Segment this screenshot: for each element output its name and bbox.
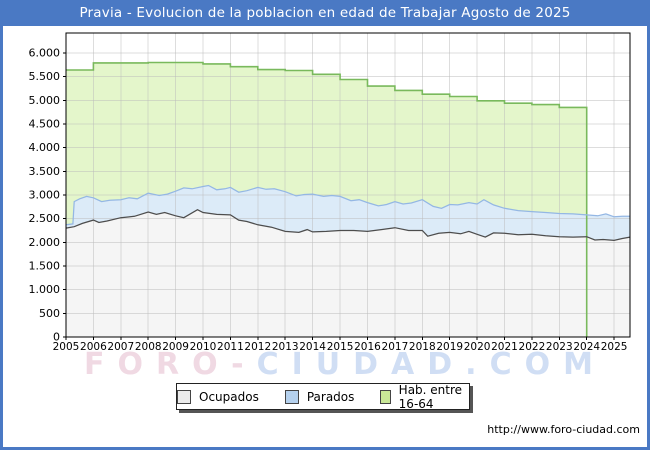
chart-legend: Ocupados Parados Hab. entre 16-64 bbox=[176, 383, 470, 411]
svg-text:2013: 2013 bbox=[272, 341, 299, 353]
svg-text:5.500: 5.500 bbox=[29, 70, 61, 83]
svg-text:4.000: 4.000 bbox=[29, 141, 61, 154]
svg-text:0: 0 bbox=[53, 331, 60, 344]
svg-text:2.000: 2.000 bbox=[29, 236, 61, 249]
svg-text:4.500: 4.500 bbox=[29, 118, 61, 131]
svg-text:2020: 2020 bbox=[464, 341, 491, 353]
legend-item-hab-16-64: Hab. entre 16-64 bbox=[380, 383, 469, 411]
svg-text:2015: 2015 bbox=[327, 341, 354, 353]
svg-text:2021: 2021 bbox=[491, 341, 518, 353]
series-lines bbox=[65, 61, 631, 337]
svg-text:2025: 2025 bbox=[601, 341, 628, 353]
chart-title: Pravia - Evolucion de la poblacion en ed… bbox=[79, 5, 571, 21]
area-fill bbox=[66, 209, 630, 337]
svg-text:2012: 2012 bbox=[244, 341, 271, 353]
svg-text:2010: 2010 bbox=[190, 341, 217, 353]
series-line bbox=[66, 61, 588, 337]
svg-text:2008: 2008 bbox=[135, 341, 162, 353]
svg-text:2022: 2022 bbox=[519, 341, 546, 353]
watermark-part1: FORO- bbox=[84, 347, 257, 382]
svg-text:500: 500 bbox=[39, 307, 60, 320]
svg-text:2024: 2024 bbox=[573, 341, 600, 353]
legend-item-parados: Parados bbox=[284, 389, 355, 404]
foro-ciudad-watermark: FORO-CIUDAD.COM bbox=[84, 347, 606, 382]
svg-text:2018: 2018 bbox=[409, 341, 436, 353]
series-line bbox=[65, 208, 631, 242]
svg-text:1.500: 1.500 bbox=[29, 260, 61, 273]
legend-label-ocupados: Ocupados bbox=[199, 389, 259, 404]
watermark-part2: CIUDAD.COM bbox=[256, 347, 606, 382]
area-fills bbox=[66, 62, 630, 337]
svg-text:2006: 2006 bbox=[80, 341, 107, 353]
svg-text:2009: 2009 bbox=[162, 341, 189, 353]
legend-swatch-hab-16-64 bbox=[380, 389, 391, 404]
svg-text:2023: 2023 bbox=[546, 341, 573, 353]
legend-swatch-parados bbox=[284, 389, 299, 404]
foro-ciudad-url-link[interactable]: http://www.foro-ciudad.com bbox=[487, 423, 640, 436]
svg-text:6.000: 6.000 bbox=[29, 47, 61, 60]
series-line bbox=[65, 184, 630, 226]
legend-item-ocupados: Ocupados bbox=[177, 389, 259, 404]
svg-text:3.500: 3.500 bbox=[29, 165, 61, 178]
svg-text:2014: 2014 bbox=[299, 341, 326, 353]
svg-text:2011: 2011 bbox=[217, 341, 244, 353]
legend-swatch-ocupados bbox=[177, 389, 191, 404]
svg-text:2019: 2019 bbox=[436, 341, 463, 353]
svg-text:2.500: 2.500 bbox=[29, 212, 61, 225]
svg-text:2016: 2016 bbox=[354, 341, 381, 353]
legend-label-hab-16-64: Hab. entre 16-64 bbox=[398, 382, 463, 411]
svg-text:5.000: 5.000 bbox=[29, 94, 61, 107]
legend-label-parados: Parados bbox=[306, 389, 355, 404]
grid-lines bbox=[66, 33, 630, 337]
axis-tick-labels: 0 500 1.000 1.500 2.000 2.500 3.000 3.500 4.000 4… bbox=[29, 47, 628, 354]
svg-text:2007: 2007 bbox=[107, 341, 134, 353]
chart-title-bar: Pravia - Evolucion de la poblacion en ed… bbox=[0, 0, 650, 26]
svg-text:2005: 2005 bbox=[53, 341, 80, 353]
svg-text:1.000: 1.000 bbox=[29, 283, 61, 296]
svg-text:2017: 2017 bbox=[382, 341, 409, 353]
svg-text:3.000: 3.000 bbox=[29, 189, 61, 202]
